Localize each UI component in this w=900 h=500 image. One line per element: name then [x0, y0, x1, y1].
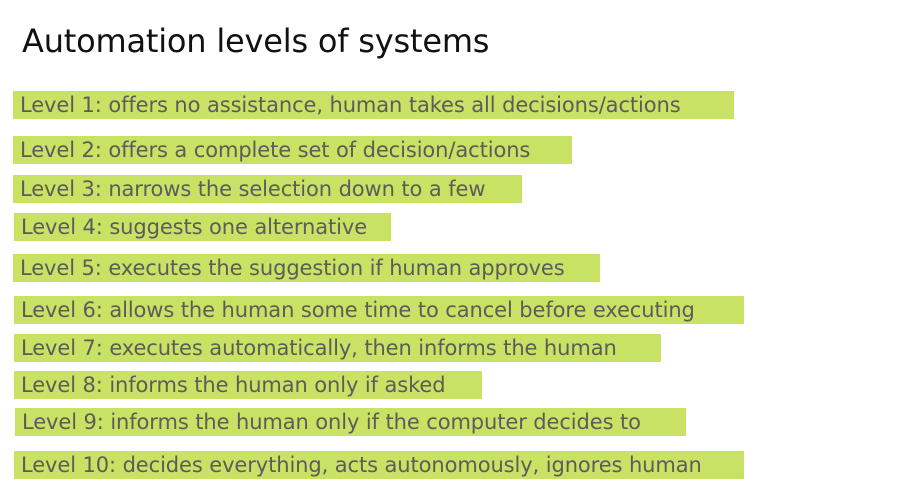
- level-item-10: Level 10: decides everything, acts auton…: [14, 451, 744, 479]
- level-item-1: Level 1: offers no assistance, human tak…: [13, 91, 734, 119]
- level-item-2: Level 2: offers a complete set of decisi…: [13, 136, 572, 164]
- level-item-4: Level 4: suggests one alternative: [14, 213, 391, 241]
- level-item-7: Level 7: executes automatically, then in…: [14, 334, 661, 362]
- level-item-5: Level 5: executes the suggestion if huma…: [13, 254, 600, 282]
- page-title: Automation levels of systems: [22, 22, 490, 60]
- level-item-8: Level 8: informs the human only if asked: [14, 371, 482, 399]
- level-item-3: Level 3: narrows the selection down to a…: [13, 175, 522, 203]
- level-item-6: Level 6: allows the human some time to c…: [14, 296, 744, 324]
- level-item-9: Level 9: informs the human only if the c…: [15, 408, 686, 436]
